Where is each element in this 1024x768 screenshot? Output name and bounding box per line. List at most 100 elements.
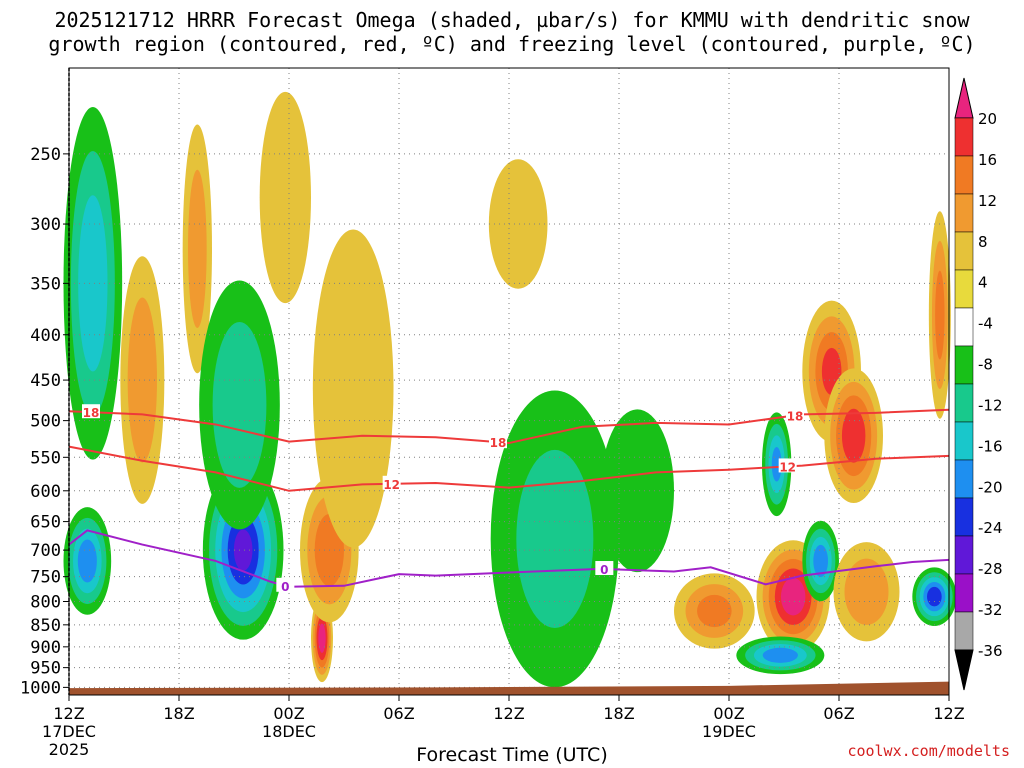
omega-cell-19-level-3: [841, 408, 866, 463]
colorbar-swatch-13: [954, 573, 974, 613]
y-tick-label-450: 450: [30, 371, 61, 391]
chart-title-line-1: 2025121712 HRRR Forecast Omega (shaded, …: [54, 8, 970, 32]
colorbar-top-triangle: [954, 77, 974, 119]
x-tick-label-5: 18Z: [603, 704, 634, 723]
ground-terrain: [69, 681, 949, 695]
contour-label-bg-dgz-lower-1: [778, 458, 797, 473]
x-tick-sublabel-6: 19DEC: [702, 722, 756, 741]
omega-cell-3-level-1: [188, 169, 207, 329]
colorbar-bottom-triangle: [954, 649, 974, 691]
omega-cell-0-level-2: [78, 195, 108, 372]
colorbar-swatch-7: [954, 345, 974, 385]
omega-cell-13-level-1: [516, 449, 594, 629]
y-tick-label-350: 350: [30, 274, 61, 294]
x-tick-sublabel-2: 18DEC: [262, 722, 316, 741]
omega-cell-12-level-0: [488, 159, 548, 289]
contour-label-bg-dgz-lower-0: [382, 475, 401, 490]
colorbar-label-4: 4: [978, 274, 988, 292]
contour-label-dgz-upper-1: 18: [490, 436, 507, 450]
colorbar-label-12: -32: [978, 601, 1003, 619]
omega-cell-2-level-1: [127, 297, 157, 463]
omega-cell-14-level-0: [600, 409, 674, 573]
omega-cell-7-level-1: [212, 321, 267, 488]
y-tick-label-250: 250: [30, 145, 61, 165]
colorbar-label-6: -8: [978, 356, 993, 374]
x-tick-label-4: 12Z: [493, 704, 524, 723]
x-tick-label-6: 00Z: [713, 704, 744, 723]
colorbar-swatch-12: [954, 535, 974, 575]
colorbar-swatch-4: [954, 231, 974, 271]
y-tick-label-1000: 1000: [20, 678, 61, 698]
y-tick-label-650: 650: [30, 513, 61, 533]
contour-label-bg-dgz-upper-0: [82, 404, 100, 419]
omega-cell-6-level-5: [233, 529, 253, 571]
y-tick-label-550: 550: [30, 448, 61, 468]
y-tick-label-850: 850: [30, 616, 61, 636]
omega-cell-22-level-1: [844, 558, 889, 625]
x-tick-label-8: 12Z: [933, 704, 964, 723]
colorbar-label-5: -4: [978, 315, 993, 333]
colorbar-swatch-6: [954, 307, 974, 347]
contour-label-bg-freezing-level-0: [276, 577, 295, 592]
colorbar-swatch-11: [954, 497, 974, 537]
omega-cell-24-level-2: [935, 270, 945, 360]
colorbar-swatch-2: [954, 155, 974, 195]
contour-label-freezing-level-1: 0: [600, 563, 608, 577]
x-tick-label-2: 00Z: [273, 704, 304, 723]
omega-cell-9-level-4: [318, 623, 326, 653]
y-tick-label-500: 500: [30, 412, 61, 432]
colorbar-label-10: -24: [978, 519, 1003, 537]
omega-cell-15-level-2: [697, 594, 732, 628]
colorbar-label-2: 12: [978, 192, 997, 210]
colorbar-swatch-8: [954, 383, 974, 423]
colorbar-label-7: -12: [978, 396, 1003, 414]
contour-label-bg-dgz-upper-2: [786, 407, 804, 422]
y-tick-label-600: 600: [30, 482, 61, 502]
colorbar-label-0: 20: [978, 110, 997, 128]
y-tick-label-700: 700: [30, 541, 61, 561]
colorbar-swatch-10: [954, 459, 974, 499]
omega-cell-1-level-3: [77, 539, 97, 583]
contour-label-bg-dgz-upper-1: [489, 434, 507, 449]
omega-cell-21-level-3: [813, 544, 829, 578]
colorbar-swatch-5: [954, 269, 974, 309]
colorbar-swatch-3: [954, 193, 974, 233]
y-tick-label-400: 400: [30, 326, 61, 346]
x-tick-sublabel-0: 17DEC: [42, 722, 96, 741]
omega-cell-23-level-4: [927, 586, 942, 607]
omega-cell-11-level-0: [312, 229, 394, 548]
x-tick-year-0: 2025: [49, 740, 90, 759]
y-tick-label-800: 800: [30, 593, 61, 613]
colorbar-label-13: -36: [978, 642, 1003, 660]
colorbar-label-1: 16: [978, 151, 997, 169]
x-tick-label-1: 18Z: [163, 704, 194, 723]
omega-cell-8-level-0: [259, 91, 312, 304]
contour-label-dgz-upper-2: 18: [787, 409, 804, 423]
colorbar-swatch-9: [954, 421, 974, 461]
colorbar-label-9: -20: [978, 478, 1003, 496]
colorbar-swatch-1: [954, 117, 974, 157]
omega-field: [63, 91, 957, 688]
colorbar-label-3: 8: [978, 233, 988, 251]
x-tick-label-7: 06Z: [823, 704, 854, 723]
colorbar: 20 16 12 8 4 -4 -8 -12 -16 -20 -24 -28 -32 -36: [954, 77, 1003, 691]
omega-cell-20-level-3: [771, 446, 782, 482]
omega-cell-17-level-3: [762, 647, 798, 663]
x-axis-title: Forecast Time (UTC): [416, 744, 608, 766]
x-tick-label-0: 12Z: [53, 704, 84, 723]
y-tick-label-950: 950: [30, 659, 61, 679]
y-tick-label-900: 900: [30, 638, 61, 658]
contour-label-dgz-upper-0: 18: [83, 406, 100, 420]
y-tick-label-300: 300: [30, 215, 61, 235]
contour-dgz-lower: [68, 445, 950, 492]
y-tick-label-750: 750: [30, 568, 61, 588]
contour-freezing-level: [68, 529, 950, 588]
x-tick-label-3: 06Z: [383, 704, 414, 723]
contour-label-dgz-lower-0: 12: [383, 478, 400, 492]
colorbar-label-8: -16: [978, 437, 1003, 455]
contour-label-bg-freezing-level-1: [595, 561, 614, 576]
colorbar-label-11: -28: [978, 560, 1003, 578]
contour-label-freezing-level-0: 0: [281, 580, 289, 594]
colorbar-swatch-14: [954, 611, 974, 651]
